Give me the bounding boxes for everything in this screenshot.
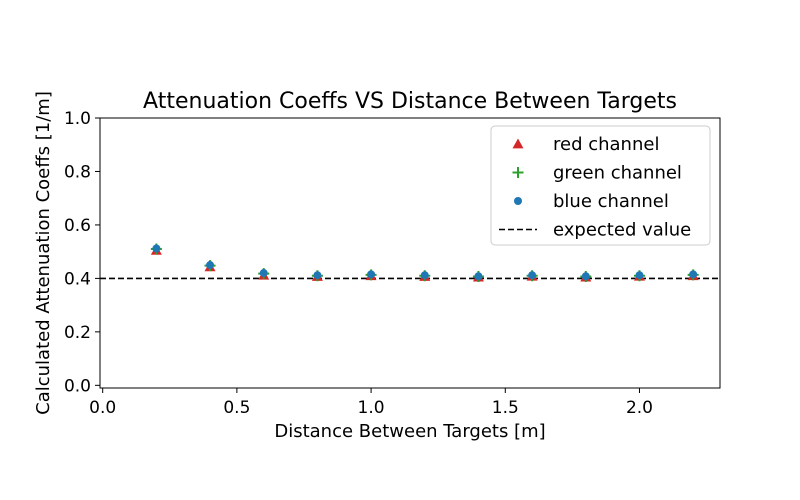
x-tick-label: 1.0	[358, 398, 385, 418]
y-tick-label: 0.0	[64, 376, 91, 396]
y-tick-label: 0.4	[64, 269, 91, 289]
y-tick-label: 0.8	[64, 162, 91, 182]
x-tick-label: 2.0	[626, 398, 653, 418]
blue-channel-point	[581, 272, 590, 281]
y-axis-label: Calculated Attenuation Coeffs [1/m]	[33, 91, 54, 415]
legend-swatch-green-channel	[512, 167, 524, 178]
axes-frame	[99, 117, 721, 389]
axes-layer	[99, 117, 721, 389]
chart-title: Attenuation Coeffs VS Distance Between T…	[143, 89, 677, 114]
legend: red channel green channel blue channel expe…	[490, 125, 711, 246]
blue-channel-point	[152, 244, 161, 253]
x-tick-label: 0.0	[89, 398, 116, 418]
x-axis-label: Distance Between Targets [m]	[274, 421, 545, 442]
legend-label-expected-value: expected value	[553, 220, 691, 241]
blue-channel-point	[206, 261, 215, 270]
legend-label-blue-channel: blue channel	[553, 191, 669, 212]
legend-box	[490, 125, 711, 246]
y-tick-label: 0.6	[64, 216, 91, 236]
blue-channel-point	[528, 271, 537, 280]
y-tick-label: 0.2	[64, 323, 91, 343]
blue-channel-point	[689, 270, 698, 279]
blue-channel-point	[420, 271, 429, 280]
blue-channel-point	[474, 272, 483, 281]
legend-label-green-channel: green channel	[553, 163, 682, 184]
x-tick-label: 0.5	[223, 398, 250, 418]
blue-channel-point	[259, 269, 268, 278]
blue-channel-point	[313, 271, 322, 280]
ticks-layer: 0.0 0.5 1.0 1.5 2.0 0.0 0.2 0.4 0.6 0.8 1.0	[64, 109, 653, 418]
blue-channel-point	[367, 270, 376, 279]
y-tick-label: 1.0	[64, 109, 91, 129]
blue-channel-point	[635, 271, 644, 280]
legend-swatch-red-channel	[512, 138, 524, 149]
data-points-layer	[150, 243, 699, 283]
legend-swatch-blue-channel	[514, 197, 522, 205]
x-tick-label: 1.5	[492, 398, 519, 418]
legend-label-red-channel: red channel	[553, 134, 659, 155]
